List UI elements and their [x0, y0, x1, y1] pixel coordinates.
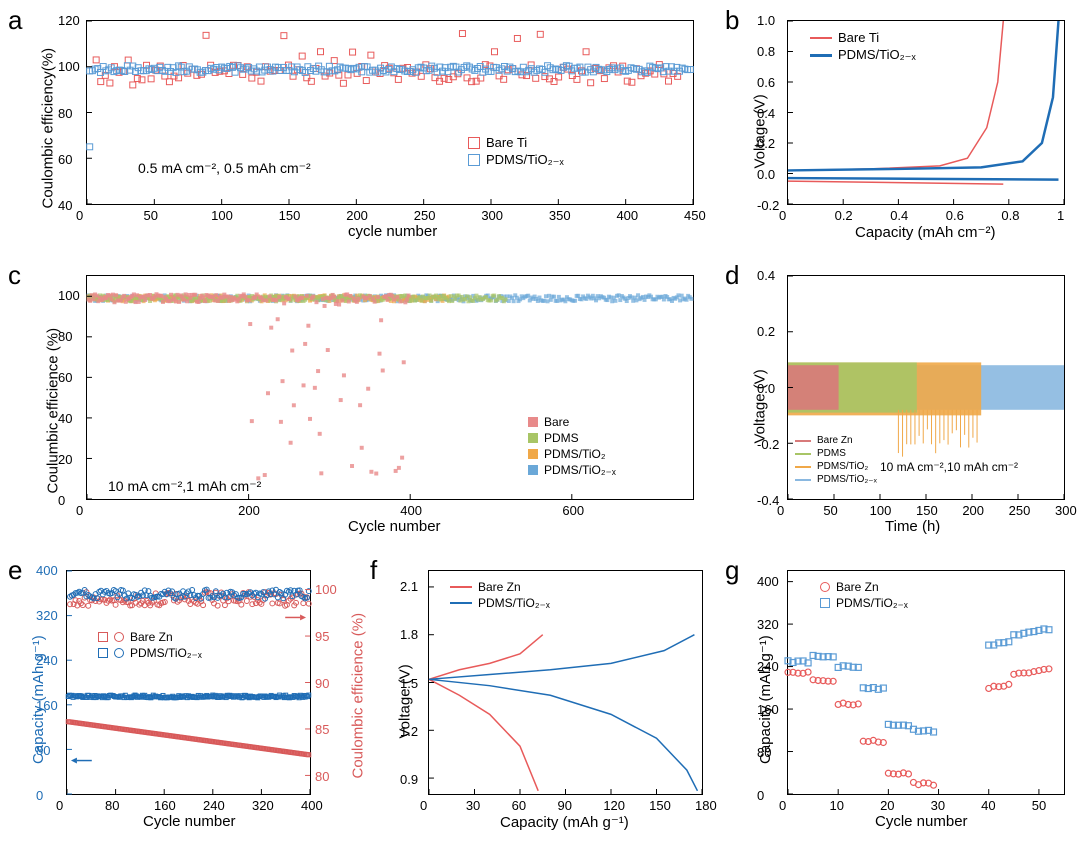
legend-g-2-label: PDMS/TiO₂₋ₓ	[836, 596, 908, 610]
square-icon	[468, 137, 480, 149]
plot-area-a	[86, 20, 694, 205]
legend-d-4: PDMS/TiO₂₋ₓ	[795, 474, 877, 485]
xlabel-e: Cycle number	[143, 813, 236, 830]
legend-c-2-label: PDMS	[544, 431, 579, 445]
legend-e-2-label: PDMS/TiO₂₋ₓ	[130, 646, 202, 660]
legend-b-2: PDMS/TiO₂₋ₓ	[810, 47, 916, 63]
legend-e-1: Bare Zn	[98, 630, 202, 644]
legend-g-1-label: Bare Zn	[836, 580, 879, 594]
legend-a: Bare Ti PDMS/TiO₂₋ₓ	[468, 135, 564, 170]
circle-icon	[114, 632, 124, 642]
legend-b-1: Bare Ti	[810, 30, 916, 45]
legend-a-2: PDMS/TiO₂₋ₓ	[468, 152, 564, 168]
xlabel-a: cycle number	[348, 223, 437, 240]
xlabel-c: Cycle number	[348, 518, 441, 535]
panel-d: d Voltage (V) Time (h) 10 mA cm⁻²,10 mAh…	[725, 260, 1070, 540]
panel-c: c Coulumbic efficience (%) Cycle number …	[8, 260, 708, 540]
legend-c-3-label: PDMS/TiO₂	[544, 447, 606, 461]
legend-d-2-label: PDMS	[817, 448, 846, 459]
legend-d-3: PDMS/TiO₂	[795, 461, 877, 472]
panel-e-label: e	[8, 555, 22, 586]
legend-g: Bare Zn PDMS/TiO₂₋ₓ	[820, 580, 908, 612]
legend-c-4: PDMS/TiO₂₋ₓ	[528, 463, 616, 477]
panel-g: g Capacity (mAh g⁻¹) Cycle number Bare Z…	[725, 555, 1070, 835]
panel-e: e Capacity (mAh g⁻¹) Coulombic efficienc…	[8, 555, 358, 835]
circle-icon	[114, 648, 124, 658]
legend-f-1: Bare Zn	[450, 580, 550, 594]
legend-b-2-label: PDMS/TiO₂₋ₓ	[838, 47, 916, 63]
legend-a-1-label: Bare Ti	[486, 135, 527, 150]
line-icon	[795, 440, 811, 442]
xlabel-g: Cycle number	[875, 813, 968, 830]
legend-e-2: PDMS/TiO₂₋ₓ	[98, 646, 202, 660]
square-icon	[528, 417, 538, 427]
square-icon	[98, 648, 108, 658]
legend-b: Bare Ti PDMS/TiO₂₋ₓ	[810, 30, 916, 65]
ylabel-a: Coulombic efficiency(%)	[40, 9, 57, 209]
line-icon	[795, 479, 811, 481]
legend-c-2: PDMS	[528, 431, 616, 445]
legend-c-1-label: Bare	[544, 415, 569, 429]
legend-f-1-label: Bare Zn	[478, 580, 521, 594]
legend-c-3: PDMS/TiO₂	[528, 447, 616, 461]
square-icon	[528, 449, 538, 459]
legend-d-1-label: Bare Zn	[817, 435, 853, 446]
plot-area-e	[66, 570, 311, 795]
legend-f-2: PDMS/TiO₂₋ₓ	[450, 596, 550, 610]
panel-f: f Voltage (V) Capacity (mAh g⁻¹) Bare Zn…	[370, 555, 710, 835]
xlabel-b: Capacity (mAh cm⁻²)	[855, 223, 995, 241]
annot-c: 10 mA cm⁻²,1 mAh cm⁻²	[108, 478, 261, 495]
panel-a: a Coulombic efficiency(%) cycle number 0…	[8, 5, 708, 245]
panel-g-label: g	[725, 555, 739, 586]
annot-d: 10 mA cm⁻²,10 mAh cm⁻²	[880, 460, 1018, 474]
plot-svg-e	[67, 571, 310, 794]
legend-c-4-label: PDMS/TiO₂₋ₓ	[544, 463, 616, 477]
annot-a: 0.5 mA cm⁻², 0.5 mAh cm⁻²	[138, 160, 311, 177]
line-icon	[810, 54, 832, 57]
legend-d-2: PDMS	[795, 448, 877, 459]
line-icon	[450, 586, 472, 588]
legend-b-1-label: Bare Ti	[838, 30, 879, 45]
legend-c: Bare PDMS PDMS/TiO₂ PDMS/TiO₂₋ₓ	[528, 415, 616, 479]
line-icon	[810, 37, 832, 39]
legend-d-4-label: PDMS/TiO₂₋ₓ	[817, 474, 877, 485]
square-icon	[820, 598, 830, 608]
panel-a-label: a	[8, 5, 22, 36]
panel-f-label: f	[370, 555, 377, 586]
legend-e-1-label: Bare Zn	[130, 630, 173, 644]
legend-a-1: Bare Ti	[468, 135, 564, 150]
panel-b-label: b	[725, 5, 739, 36]
line-icon	[795, 453, 811, 455]
legend-d-3-label: PDMS/TiO₂	[817, 461, 868, 472]
legend-d: Bare Zn PDMS PDMS/TiO₂ PDMS/TiO₂₋ₓ	[795, 435, 877, 487]
legend-d-1: Bare Zn	[795, 435, 877, 446]
panel-d-label: d	[725, 260, 739, 291]
square-icon	[468, 154, 480, 166]
circle-icon	[820, 582, 830, 592]
square-icon	[528, 433, 538, 443]
line-icon	[450, 602, 472, 604]
ylabel-e-right: Coulombic efficience (%)	[350, 579, 367, 779]
legend-a-2-label: PDMS/TiO₂₋ₓ	[486, 152, 564, 168]
legend-f-2-label: PDMS/TiO₂₋ₓ	[478, 596, 550, 610]
line-icon	[795, 466, 811, 468]
square-icon	[98, 632, 108, 642]
legend-g-2: PDMS/TiO₂₋ₓ	[820, 596, 908, 610]
panel-c-label: c	[8, 260, 21, 291]
legend-e: Bare Zn PDMS/TiO₂₋ₓ	[98, 630, 202, 662]
legend-f: Bare Zn PDMS/TiO₂₋ₓ	[450, 580, 550, 612]
xlabel-d: Time (h)	[885, 518, 940, 535]
square-icon	[528, 465, 538, 475]
panel-b: b Voltage (V) Capacity (mAh cm⁻²) Bare T…	[725, 5, 1070, 245]
xlabel-f: Capacity (mAh g⁻¹)	[500, 813, 629, 831]
legend-g-1: Bare Zn	[820, 580, 908, 594]
legend-c-1: Bare	[528, 415, 616, 429]
